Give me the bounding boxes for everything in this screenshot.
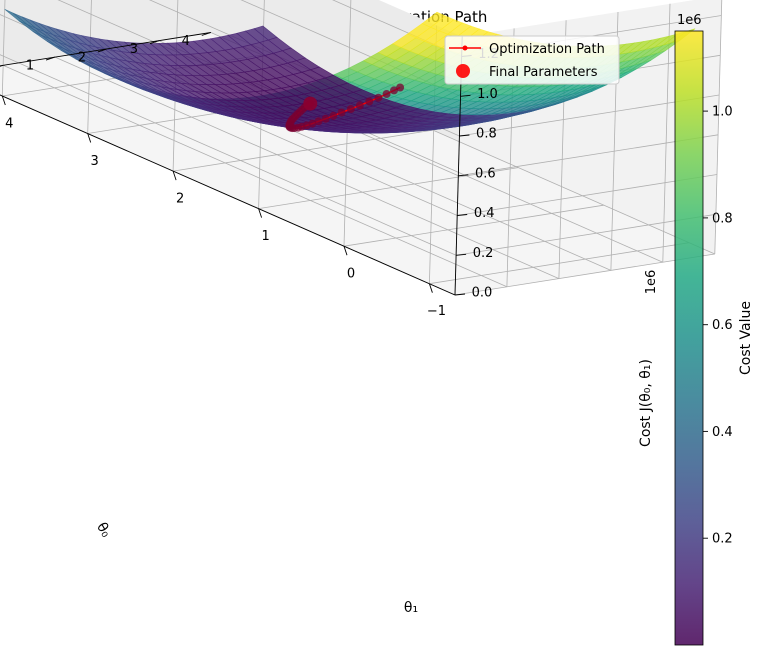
gridline-floor-theta0: [54, 56, 560, 279]
theta1-tick-mark: [428, 283, 433, 293]
theta1-tick-label: 0: [347, 267, 355, 282]
cost-tick-mark: [460, 94, 471, 97]
cost-tick-mark: [459, 134, 470, 137]
gridline-floor-theta0: [2, 64, 508, 288]
gridline-side-cost: [0, 54, 457, 256]
gridline-wall-theta1: [87, 0, 92, 134]
y-axis-label: θ₁: [404, 600, 418, 616]
legend-final-swatch: [456, 64, 470, 78]
gridline-wall-theta0: [714, 0, 723, 255]
theta0-tick-mark: [0, 64, 4, 67]
colorbar-tick-label: 0.8: [712, 211, 733, 226]
theta0-tick-mark: [97, 48, 108, 53]
theta1-tick-label: −1: [427, 304, 446, 319]
gridline-wall-theta1: [1, 0, 6, 97]
colorbar-tick-label: 0.2: [712, 532, 733, 547]
legend-entry-final-parameters: Final Parameters: [489, 65, 598, 80]
theta0-tick-mark: [149, 40, 160, 45]
cost-tick-label: 0.6: [475, 166, 496, 181]
gridline-floor-theta1: [343, 204, 604, 247]
theta0-tick-label: 1: [26, 59, 34, 74]
final-parameters-marker: [303, 96, 318, 111]
gridline-wall-theta1: [172, 0, 179, 172]
optimization-path-point: [390, 86, 398, 95]
optimization-path-point: [346, 105, 355, 113]
optimization-path-point: [321, 114, 330, 123]
theta0-axis-line: [0, 32, 211, 67]
theta0-tick-label: 4: [182, 34, 190, 49]
optimization-path-point: [396, 83, 405, 92]
optimization-path-point: [329, 111, 338, 120]
theta1-tick-mark: [1, 95, 6, 106]
optimization-path-point: [355, 101, 364, 110]
legend-entry-optimization-path: Optimization Path: [489, 42, 605, 57]
gridline-back-cost: [456, 213, 716, 256]
theta1-tick-mark: [87, 133, 92, 143]
cost-tick-label: 0.2: [473, 246, 494, 261]
gridline-back-cost: [457, 174, 718, 216]
gridline-floor-theta1: [173, 129, 433, 172]
colorbar-ticks: 0.2 0.4 0.6 0.8 1.0: [703, 105, 733, 547]
optimization-path-point: [314, 117, 323, 126]
cost-tick-label: 0.0: [472, 286, 493, 301]
optimization-path-point: [374, 93, 383, 102]
colorbar-frame: [674, 30, 704, 646]
theta1-tick-label: 3: [91, 154, 99, 169]
x-axis-label: θ₀: [93, 520, 114, 541]
cost-tick-label: 0.8: [476, 127, 497, 142]
colorbar-offset-text: 1e6: [677, 13, 702, 28]
theta0-tick-label: 3: [130, 42, 138, 57]
colorbar-tick-label: 1.0: [712, 105, 733, 120]
theta1-tick-mark: [258, 208, 263, 218]
legend: Optimization Path Final Parameters: [444, 35, 620, 85]
theta1-tick-label: 4: [5, 117, 13, 132]
colorbar-tick-label: 0.4: [712, 425, 733, 440]
optimization-path-point: [365, 97, 374, 106]
theta1-tick-mark: [172, 170, 177, 181]
theta0-tick-label: 2: [78, 50, 86, 65]
z-axis-offset-text: 1e6: [644, 270, 659, 295]
gridline-floor-theta1: [258, 167, 519, 209]
z-axis-label: Cost J(θ₀, θ₁): [638, 359, 654, 447]
cost-tick-label: 0.4: [474, 206, 495, 221]
optimization-path-point: [382, 90, 391, 98]
optimization-path-point: [337, 108, 346, 117]
optimization-path: [285, 83, 405, 133]
cost-tick-mark: [458, 174, 469, 177]
legend-path-swatch-marker: [462, 45, 468, 51]
theta1-tick-mark: [343, 246, 348, 256]
theta0-tick-mark: [45, 56, 56, 61]
cost-tick-mark: [457, 214, 468, 216]
theta0-tick-mark: [201, 32, 211, 36]
cost-tick-mark: [456, 253, 467, 256]
theta1-axis-line: [0, 94, 456, 296]
cost-surface: [4, 9, 696, 134]
gridline-side-cost: [332, 0, 462, 57]
legend-frame: [444, 35, 620, 85]
gridline-floor-theta1: [429, 242, 690, 285]
gridline-back-cost: [454, 253, 715, 296]
cost-tick-label: 1.0: [477, 87, 498, 102]
theta1-tick-label: 2: [176, 192, 184, 207]
cost-tick-mark: [454, 293, 466, 296]
colorbar-label: Cost Value: [738, 301, 754, 375]
theta1-tick-label: 1: [261, 229, 269, 244]
colorbar-gradient: [675, 31, 703, 645]
colorbar-tick-label: 0.6: [712, 318, 733, 333]
colorbar: 0.2 0.4 0.6 0.8 1.0 1e6 Cost Value: [674, 13, 754, 646]
